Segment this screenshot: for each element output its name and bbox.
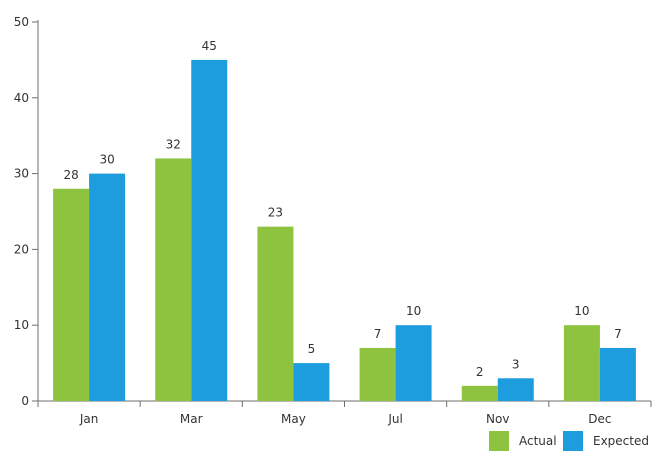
bar	[563, 325, 600, 401]
axes: 0 10 20 30 40 50 Jan Mar May Jul Nov Dec	[14, 15, 652, 426]
bar	[359, 347, 396, 401]
data-label: 32	[166, 137, 181, 151]
bar	[599, 347, 636, 401]
x-tick-label: Nov	[486, 412, 509, 426]
y-tick-label: 0	[21, 394, 29, 408]
x-tick-label: May	[281, 412, 306, 426]
legend-label: Expected	[593, 434, 649, 448]
bar	[89, 173, 126, 401]
data-label: 10	[406, 304, 421, 318]
data-label: 7	[614, 327, 622, 341]
x-tick-label: Jul	[387, 412, 402, 426]
legend-swatch	[489, 431, 509, 451]
x-tick-label: Jan	[79, 412, 99, 426]
bar	[395, 325, 432, 401]
legend: Actual Expected	[489, 431, 649, 451]
data-label: 2	[476, 365, 484, 379]
x-tick-label: Dec	[588, 412, 611, 426]
data-label: 45	[202, 39, 217, 53]
y-tick-label: 20	[14, 242, 29, 256]
data-label: 3	[512, 357, 520, 371]
bar	[293, 363, 330, 401]
bar	[257, 226, 294, 401]
bar	[155, 158, 192, 401]
bar	[53, 188, 90, 401]
legend-label: Actual	[519, 434, 557, 448]
data-label: 28	[63, 168, 78, 182]
data-label: 10	[574, 304, 589, 318]
data-label: 7	[374, 327, 382, 341]
bar	[461, 385, 498, 401]
y-tick-label: 10	[14, 318, 29, 332]
data-label: 5	[308, 342, 316, 356]
bars	[53, 59, 636, 402]
x-tick-label: Mar	[180, 412, 203, 426]
bar	[497, 378, 534, 401]
y-tick-label: 50	[14, 15, 29, 29]
legend-swatch	[563, 431, 583, 451]
y-tick-label: 30	[14, 167, 29, 181]
bar	[191, 59, 228, 402]
y-tick-label: 40	[14, 91, 29, 105]
data-label: 30	[99, 153, 114, 167]
data-label: 23	[268, 206, 283, 220]
